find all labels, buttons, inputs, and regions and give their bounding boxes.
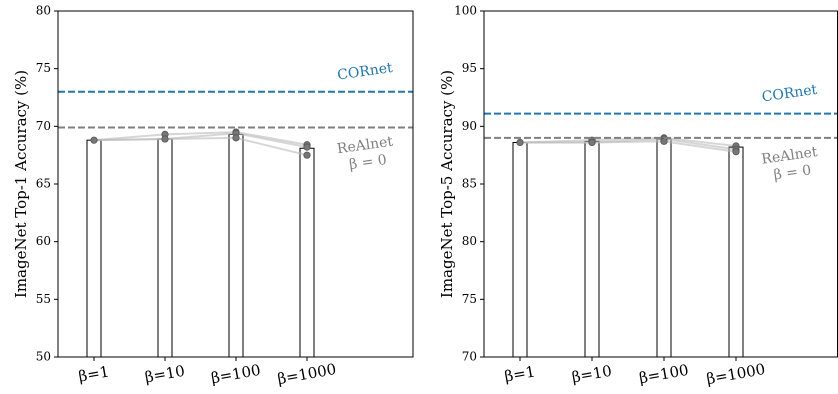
y-tick-label: 85 — [462, 177, 477, 191]
run-line — [520, 140, 737, 153]
y-tick-label: 100 — [454, 4, 477, 18]
run-point — [232, 134, 240, 142]
bar — [656, 138, 672, 358]
bar — [86, 139, 102, 358]
x-tick-label: β=100 — [638, 361, 690, 387]
run-point — [588, 138, 596, 147]
reference-label: CORnet — [336, 60, 394, 84]
bar — [299, 147, 315, 358]
y-tick-label: 70 — [36, 119, 51, 133]
bar — [512, 141, 528, 358]
reference-sublabel: β = 0 — [348, 152, 388, 173]
y-tick-label: 70 — [462, 350, 477, 364]
bar — [584, 140, 600, 358]
x-tick-label: β=100 — [210, 361, 262, 387]
bar — [728, 146, 744, 358]
bar — [157, 138, 173, 358]
run-point — [161, 135, 169, 143]
y-tick-label: 65 — [36, 177, 51, 191]
run-point — [660, 137, 668, 145]
x-tick-label: β=10 — [143, 362, 186, 387]
run-point — [303, 143, 311, 151]
x-tick-label: β=1000 — [276, 360, 338, 388]
y-tick-label: 90 — [462, 119, 477, 133]
bar — [228, 133, 244, 358]
y-tick-label: 75 — [36, 61, 51, 75]
reference-sublabel: β = 0 — [773, 162, 813, 183]
y-tick-label: 60 — [36, 234, 51, 248]
y-tick-label: 80 — [462, 234, 477, 248]
axes-frame — [57, 10, 414, 358]
x-tick-label: β=1 — [77, 362, 110, 385]
run-point — [516, 138, 524, 147]
x-tick-label: β=1000 — [705, 360, 767, 388]
y-axis-label: ImageNet Top-5 Accuracy (%) — [438, 70, 456, 298]
run-point — [90, 136, 98, 144]
y-axis-label: ImageNet Top-1 Accuracy (%) — [12, 70, 30, 298]
reference-label: ReAlnet — [760, 144, 818, 168]
run-point — [303, 151, 311, 159]
y-tick-label: 95 — [462, 61, 477, 75]
run-line — [93, 136, 308, 157]
y-tick-label: 75 — [462, 292, 477, 306]
x-tick-label: β=10 — [570, 362, 613, 387]
run-point — [732, 148, 740, 156]
x-tick-label: β=1 — [503, 362, 536, 385]
reference-label: ReAlnet — [336, 134, 394, 158]
run-line — [519, 136, 737, 147]
y-tick-label: 55 — [36, 292, 51, 306]
y-tick-label: 50 — [36, 350, 51, 364]
reference-label: CORnet — [761, 82, 819, 106]
run-line — [93, 131, 308, 146]
y-tick-label: 80 — [36, 4, 51, 18]
